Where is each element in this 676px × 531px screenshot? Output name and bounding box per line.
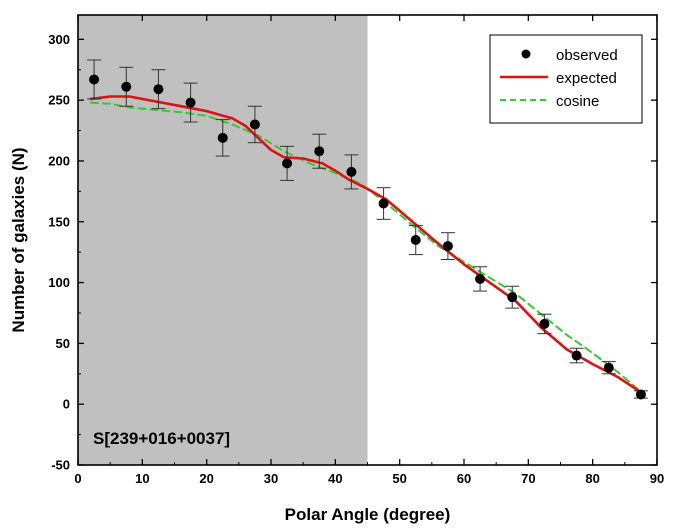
y-tick-label: -50 xyxy=(51,458,70,473)
expected-series-line xyxy=(89,95,646,396)
y-axis-title: Number of galaxies (N) xyxy=(9,147,28,332)
x-tick-label: 20 xyxy=(199,471,213,486)
observed-point xyxy=(378,198,389,209)
legend-observed-label: observed xyxy=(556,47,618,64)
x-tick-label: 30 xyxy=(264,471,278,486)
observed-point xyxy=(121,81,132,92)
chart-annotation: S[239+016+0037] xyxy=(93,429,230,448)
x-tick-label: 50 xyxy=(392,471,406,486)
observed-point xyxy=(249,119,260,130)
x-tick-label: 90 xyxy=(650,471,664,486)
y-tick-label: 150 xyxy=(48,214,70,229)
y-tick-label: 50 xyxy=(56,336,70,351)
observed-point xyxy=(282,158,293,169)
x-tick-label: 60 xyxy=(457,471,471,486)
observed-point xyxy=(314,146,325,157)
legend-box xyxy=(489,34,643,124)
observed-point xyxy=(442,241,453,252)
y-tick-label: 250 xyxy=(48,93,70,108)
observed-series-layer xyxy=(87,59,648,400)
observed-point xyxy=(153,84,164,95)
legend-observed-marker xyxy=(521,49,531,59)
shaded-region xyxy=(78,15,368,465)
observed-point xyxy=(603,362,614,373)
cosine-series-layer xyxy=(89,101,646,396)
x-tick-label: 80 xyxy=(585,471,599,486)
y-tick-label: 200 xyxy=(48,153,70,168)
shaded-region-layer xyxy=(78,15,368,465)
y-tick-label: 0 xyxy=(63,397,70,412)
x-tick-label: 70 xyxy=(521,471,535,486)
observed-point xyxy=(346,166,357,177)
x-tick-label: 40 xyxy=(328,471,342,486)
cosine-series-line xyxy=(89,101,646,396)
y-tick-label: 100 xyxy=(48,275,70,290)
legend: observed expected cosine xyxy=(489,34,643,124)
observed-point xyxy=(539,318,550,329)
expected-series-layer xyxy=(89,95,646,396)
observed-point xyxy=(571,350,582,361)
x-tick-label: 10 xyxy=(135,471,149,486)
observed-point xyxy=(185,97,196,108)
x-tick-label: 0 xyxy=(74,471,81,486)
y-tick-label: 300 xyxy=(48,32,70,47)
axes-layer xyxy=(77,14,658,466)
x-axis-title: Polar Angle (degree) xyxy=(285,505,451,524)
observed-point xyxy=(89,74,100,85)
observed-point xyxy=(507,292,518,303)
observed-point xyxy=(410,235,421,245)
legend-cosine-label: cosine xyxy=(556,93,599,110)
legend-expected-label: expected xyxy=(556,70,617,87)
tick-labels-layer: 0 10 20 30 40 50 60 70 80 90 -50 0 50 100 150 200 250 300 xyxy=(48,32,664,486)
observed-point xyxy=(217,132,228,143)
observed-point xyxy=(475,273,486,284)
observed-point xyxy=(635,389,646,400)
